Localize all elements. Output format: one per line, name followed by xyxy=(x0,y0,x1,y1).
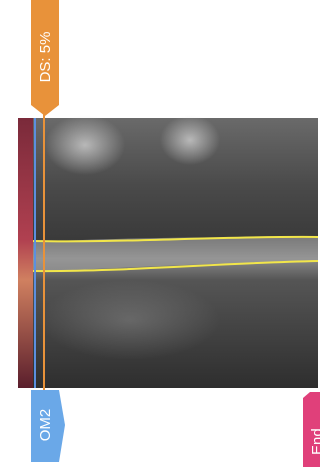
side-strip xyxy=(18,118,33,388)
vessel-view: DS: 5% OM2 End xyxy=(0,0,320,467)
image-highlight xyxy=(160,115,220,165)
marker-label: End xyxy=(309,428,320,455)
image xyxy=(18,100,318,390)
om2-marker[interactable]: OM2 xyxy=(31,390,65,462)
image-highlight xyxy=(45,115,125,175)
image-highlight xyxy=(40,280,220,360)
top-marker[interactable]: DS: 5% xyxy=(31,0,59,116)
marker-label: OM2 xyxy=(37,409,54,442)
page: DS: 5% OM2 End (() => { const data = JSO… xyxy=(0,0,320,467)
end-marker[interactable]: End xyxy=(303,392,320,467)
marker-label: DS: 5% xyxy=(37,32,54,83)
